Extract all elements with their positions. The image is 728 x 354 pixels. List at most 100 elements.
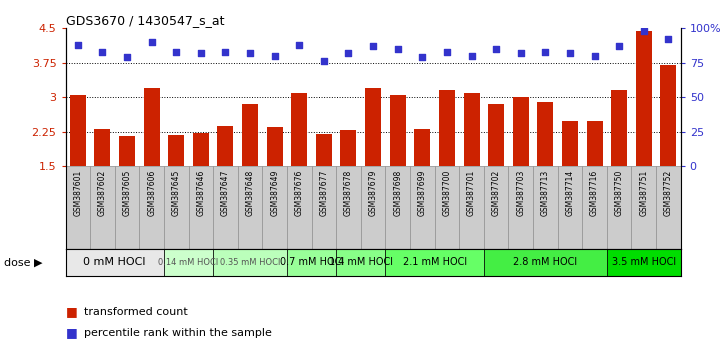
Bar xyxy=(341,130,357,166)
Text: GSM387699: GSM387699 xyxy=(418,170,427,217)
Point xyxy=(392,46,403,52)
Point xyxy=(220,49,232,55)
Bar xyxy=(636,30,652,166)
Text: GSM387601: GSM387601 xyxy=(74,170,82,216)
Bar xyxy=(95,129,111,166)
Bar xyxy=(513,97,529,166)
Bar xyxy=(90,166,115,249)
Bar xyxy=(607,166,631,249)
Text: GSM387649: GSM387649 xyxy=(270,170,279,217)
Text: GSM387606: GSM387606 xyxy=(147,170,156,217)
Point xyxy=(293,42,305,48)
Text: GSM387751: GSM387751 xyxy=(639,170,648,216)
Bar xyxy=(262,166,287,249)
Text: GSM387678: GSM387678 xyxy=(344,170,353,216)
Point xyxy=(97,49,108,55)
Point xyxy=(343,50,355,56)
Point xyxy=(368,44,379,49)
Bar xyxy=(189,166,213,249)
Text: GSM387750: GSM387750 xyxy=(614,170,624,217)
Bar xyxy=(168,135,184,166)
Bar xyxy=(143,88,159,166)
Text: GSM387647: GSM387647 xyxy=(221,170,230,217)
Text: GSM387645: GSM387645 xyxy=(172,170,181,217)
Bar xyxy=(193,133,209,166)
Text: 2.1 mM HOCl: 2.1 mM HOCl xyxy=(403,257,467,267)
Bar xyxy=(558,166,582,249)
Bar xyxy=(385,249,484,276)
Bar xyxy=(115,166,139,249)
Bar xyxy=(119,136,135,166)
Text: 0 mM HOCl: 0 mM HOCl xyxy=(84,257,146,267)
Point xyxy=(318,58,330,64)
Text: GSM387698: GSM387698 xyxy=(393,170,402,216)
Bar xyxy=(361,166,385,249)
Bar xyxy=(484,166,508,249)
Bar xyxy=(587,121,603,166)
Text: transformed count: transformed count xyxy=(84,307,188,316)
Text: GSM387648: GSM387648 xyxy=(245,170,255,216)
Point xyxy=(466,53,478,59)
Bar xyxy=(287,249,336,276)
Point xyxy=(441,49,453,55)
Bar xyxy=(660,65,676,166)
Text: GSM387714: GSM387714 xyxy=(566,170,574,216)
Bar xyxy=(213,249,287,276)
Point xyxy=(662,36,674,42)
Point xyxy=(146,39,157,45)
Point xyxy=(195,50,207,56)
Bar xyxy=(385,166,410,249)
Bar xyxy=(164,249,213,276)
Bar xyxy=(459,166,484,249)
Text: 2.8 mM HOCl: 2.8 mM HOCl xyxy=(513,257,577,267)
Bar xyxy=(66,166,90,249)
Point xyxy=(515,50,526,56)
Bar xyxy=(488,104,504,166)
Text: GSM387700: GSM387700 xyxy=(443,170,451,217)
Point xyxy=(614,44,625,49)
Text: ■: ■ xyxy=(66,326,77,339)
Bar xyxy=(582,166,607,249)
Text: GSM387676: GSM387676 xyxy=(295,170,304,217)
Text: GDS3670 / 1430547_s_at: GDS3670 / 1430547_s_at xyxy=(66,14,224,27)
Point xyxy=(491,46,502,52)
Bar xyxy=(365,88,381,166)
Point xyxy=(564,50,576,56)
Text: percentile rank within the sample: percentile rank within the sample xyxy=(84,328,272,338)
Text: GSM387713: GSM387713 xyxy=(541,170,550,216)
Text: GSM387677: GSM387677 xyxy=(320,170,328,217)
Text: 0.35 mM HOCl: 0.35 mM HOCl xyxy=(220,258,280,267)
Bar xyxy=(607,249,681,276)
Bar xyxy=(631,166,656,249)
Point xyxy=(416,55,428,60)
Point xyxy=(269,53,280,59)
Bar xyxy=(508,166,533,249)
Point xyxy=(72,42,84,48)
Text: GSM387679: GSM387679 xyxy=(368,170,378,217)
Point xyxy=(589,53,601,59)
Bar xyxy=(66,249,164,276)
Bar xyxy=(537,102,553,166)
Bar xyxy=(266,127,282,166)
Bar xyxy=(316,134,332,166)
Bar xyxy=(218,126,234,166)
Bar xyxy=(389,95,405,166)
Text: GSM387716: GSM387716 xyxy=(590,170,599,216)
Bar xyxy=(484,249,607,276)
Text: GSM387702: GSM387702 xyxy=(491,170,501,216)
Bar xyxy=(464,93,480,166)
Text: GSM387701: GSM387701 xyxy=(467,170,476,216)
Bar xyxy=(238,166,262,249)
Text: 0.14 mM HOCl: 0.14 mM HOCl xyxy=(159,258,218,267)
Point xyxy=(245,50,256,56)
Text: 0.7 mM HOCl: 0.7 mM HOCl xyxy=(280,257,344,267)
Bar xyxy=(164,166,189,249)
Text: GSM387752: GSM387752 xyxy=(664,170,673,216)
Text: 1.4 mM HOCl: 1.4 mM HOCl xyxy=(329,257,393,267)
Bar xyxy=(414,129,430,166)
Text: GSM387602: GSM387602 xyxy=(98,170,107,216)
Bar xyxy=(213,166,238,249)
Bar xyxy=(612,90,627,166)
Bar xyxy=(533,166,558,249)
Bar xyxy=(336,166,361,249)
